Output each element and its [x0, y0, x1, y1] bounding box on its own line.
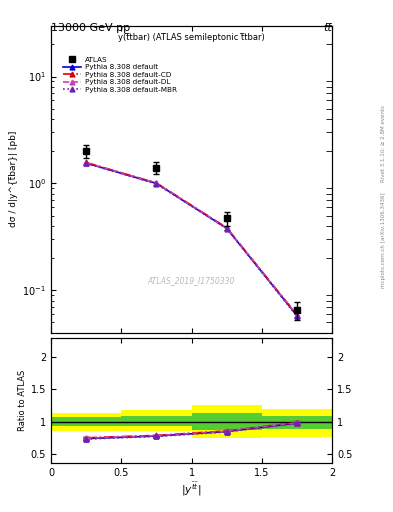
Pythia 8.308 default	[84, 160, 88, 166]
Y-axis label: Ratio to ATLAS: Ratio to ATLAS	[18, 370, 27, 431]
Pythia 8.308 default-CD	[84, 159, 88, 165]
Pythia 8.308 default-MBR	[154, 181, 159, 187]
Pythia 8.308 default-MBR	[224, 225, 229, 231]
Pythia 8.308 default-DL	[84, 160, 88, 166]
Pythia 8.308 default	[295, 312, 299, 318]
Pythia 8.308 default-DL	[295, 312, 299, 318]
Pythia 8.308 default-DL	[224, 225, 229, 231]
Text: tt̅: tt̅	[323, 23, 332, 33]
Line: Pythia 8.308 default-DL: Pythia 8.308 default-DL	[84, 160, 299, 317]
Y-axis label: dσ / d|y^{t̅bar}| [pb]: dσ / d|y^{t̅bar}| [pb]	[9, 131, 18, 227]
Pythia 8.308 default	[224, 225, 229, 231]
Legend: ATLAS, Pythia 8.308 default, Pythia 8.308 default-CD, Pythia 8.308 default-DL, P: ATLAS, Pythia 8.308 default, Pythia 8.30…	[60, 54, 180, 96]
Pythia 8.308 default-MBR	[84, 160, 88, 166]
Line: Pythia 8.308 default-MBR: Pythia 8.308 default-MBR	[84, 161, 299, 319]
Pythia 8.308 default-CD	[224, 225, 229, 231]
Text: 13000 GeV pp: 13000 GeV pp	[51, 23, 130, 33]
Text: Rivet 3.1.10; ≥ 2.8M events: Rivet 3.1.10; ≥ 2.8M events	[381, 105, 386, 182]
X-axis label: $|y^{\bar{t}\bar{t}}|$: $|y^{\bar{t}\bar{t}}|$	[182, 481, 202, 498]
Text: y(t̅tbar) (ATLAS semileptonic t̅tbar): y(t̅tbar) (ATLAS semileptonic t̅tbar)	[118, 33, 265, 42]
Pythia 8.308 default	[154, 180, 159, 186]
Line: Pythia 8.308 default-CD: Pythia 8.308 default-CD	[84, 160, 299, 317]
Text: ATLAS_2019_I1750330: ATLAS_2019_I1750330	[148, 276, 235, 285]
Line: Pythia 8.308 default: Pythia 8.308 default	[84, 161, 299, 318]
Pythia 8.308 default-CD	[295, 312, 299, 318]
Text: mcplots.cern.ch [arXiv:1306.3436]: mcplots.cern.ch [arXiv:1306.3436]	[381, 193, 386, 288]
Pythia 8.308 default-MBR	[295, 313, 299, 319]
Pythia 8.308 default-CD	[154, 180, 159, 186]
Pythia 8.308 default-DL	[154, 180, 159, 186]
